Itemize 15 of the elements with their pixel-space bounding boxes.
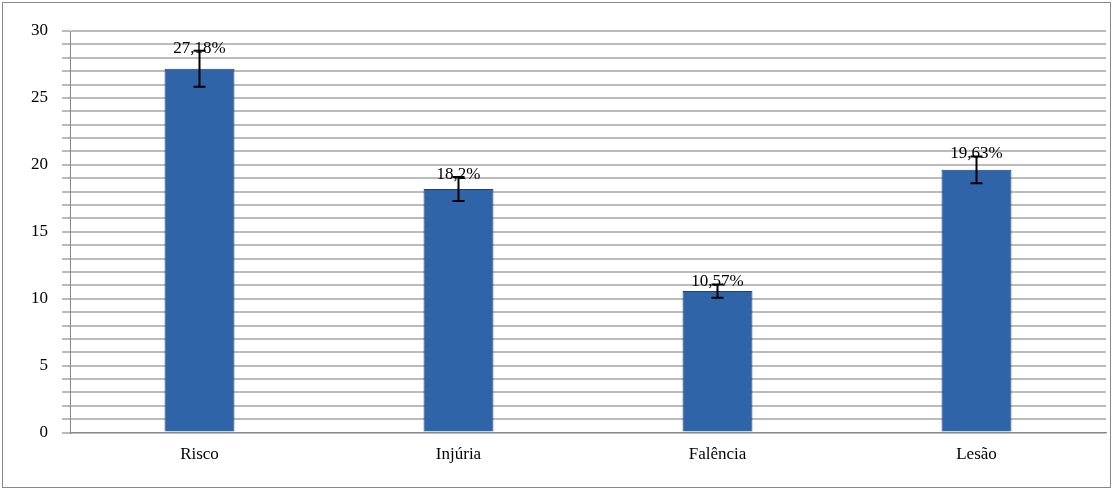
y-tick-label: 5: [39, 355, 48, 375]
y-tick-label: 15: [31, 221, 48, 241]
data-label: 27,18%: [173, 37, 226, 57]
x-tick-label: Injúria: [435, 444, 482, 464]
data-label: 10,57%: [691, 271, 744, 291]
x-tick-label: Falência: [688, 444, 747, 464]
data-label: 19,63%: [950, 143, 1003, 163]
y-tick-label: 0: [39, 422, 48, 442]
y-tick-label: 25: [31, 87, 48, 107]
x-tick-label: Lesão: [956, 444, 997, 464]
y-tick-label: 30: [31, 20, 48, 40]
y-tick-label: 10: [31, 288, 48, 308]
data-label: 18,2%: [436, 163, 481, 183]
x-tick-label: Risco: [180, 444, 219, 464]
y-tick-label: 20: [31, 154, 48, 174]
